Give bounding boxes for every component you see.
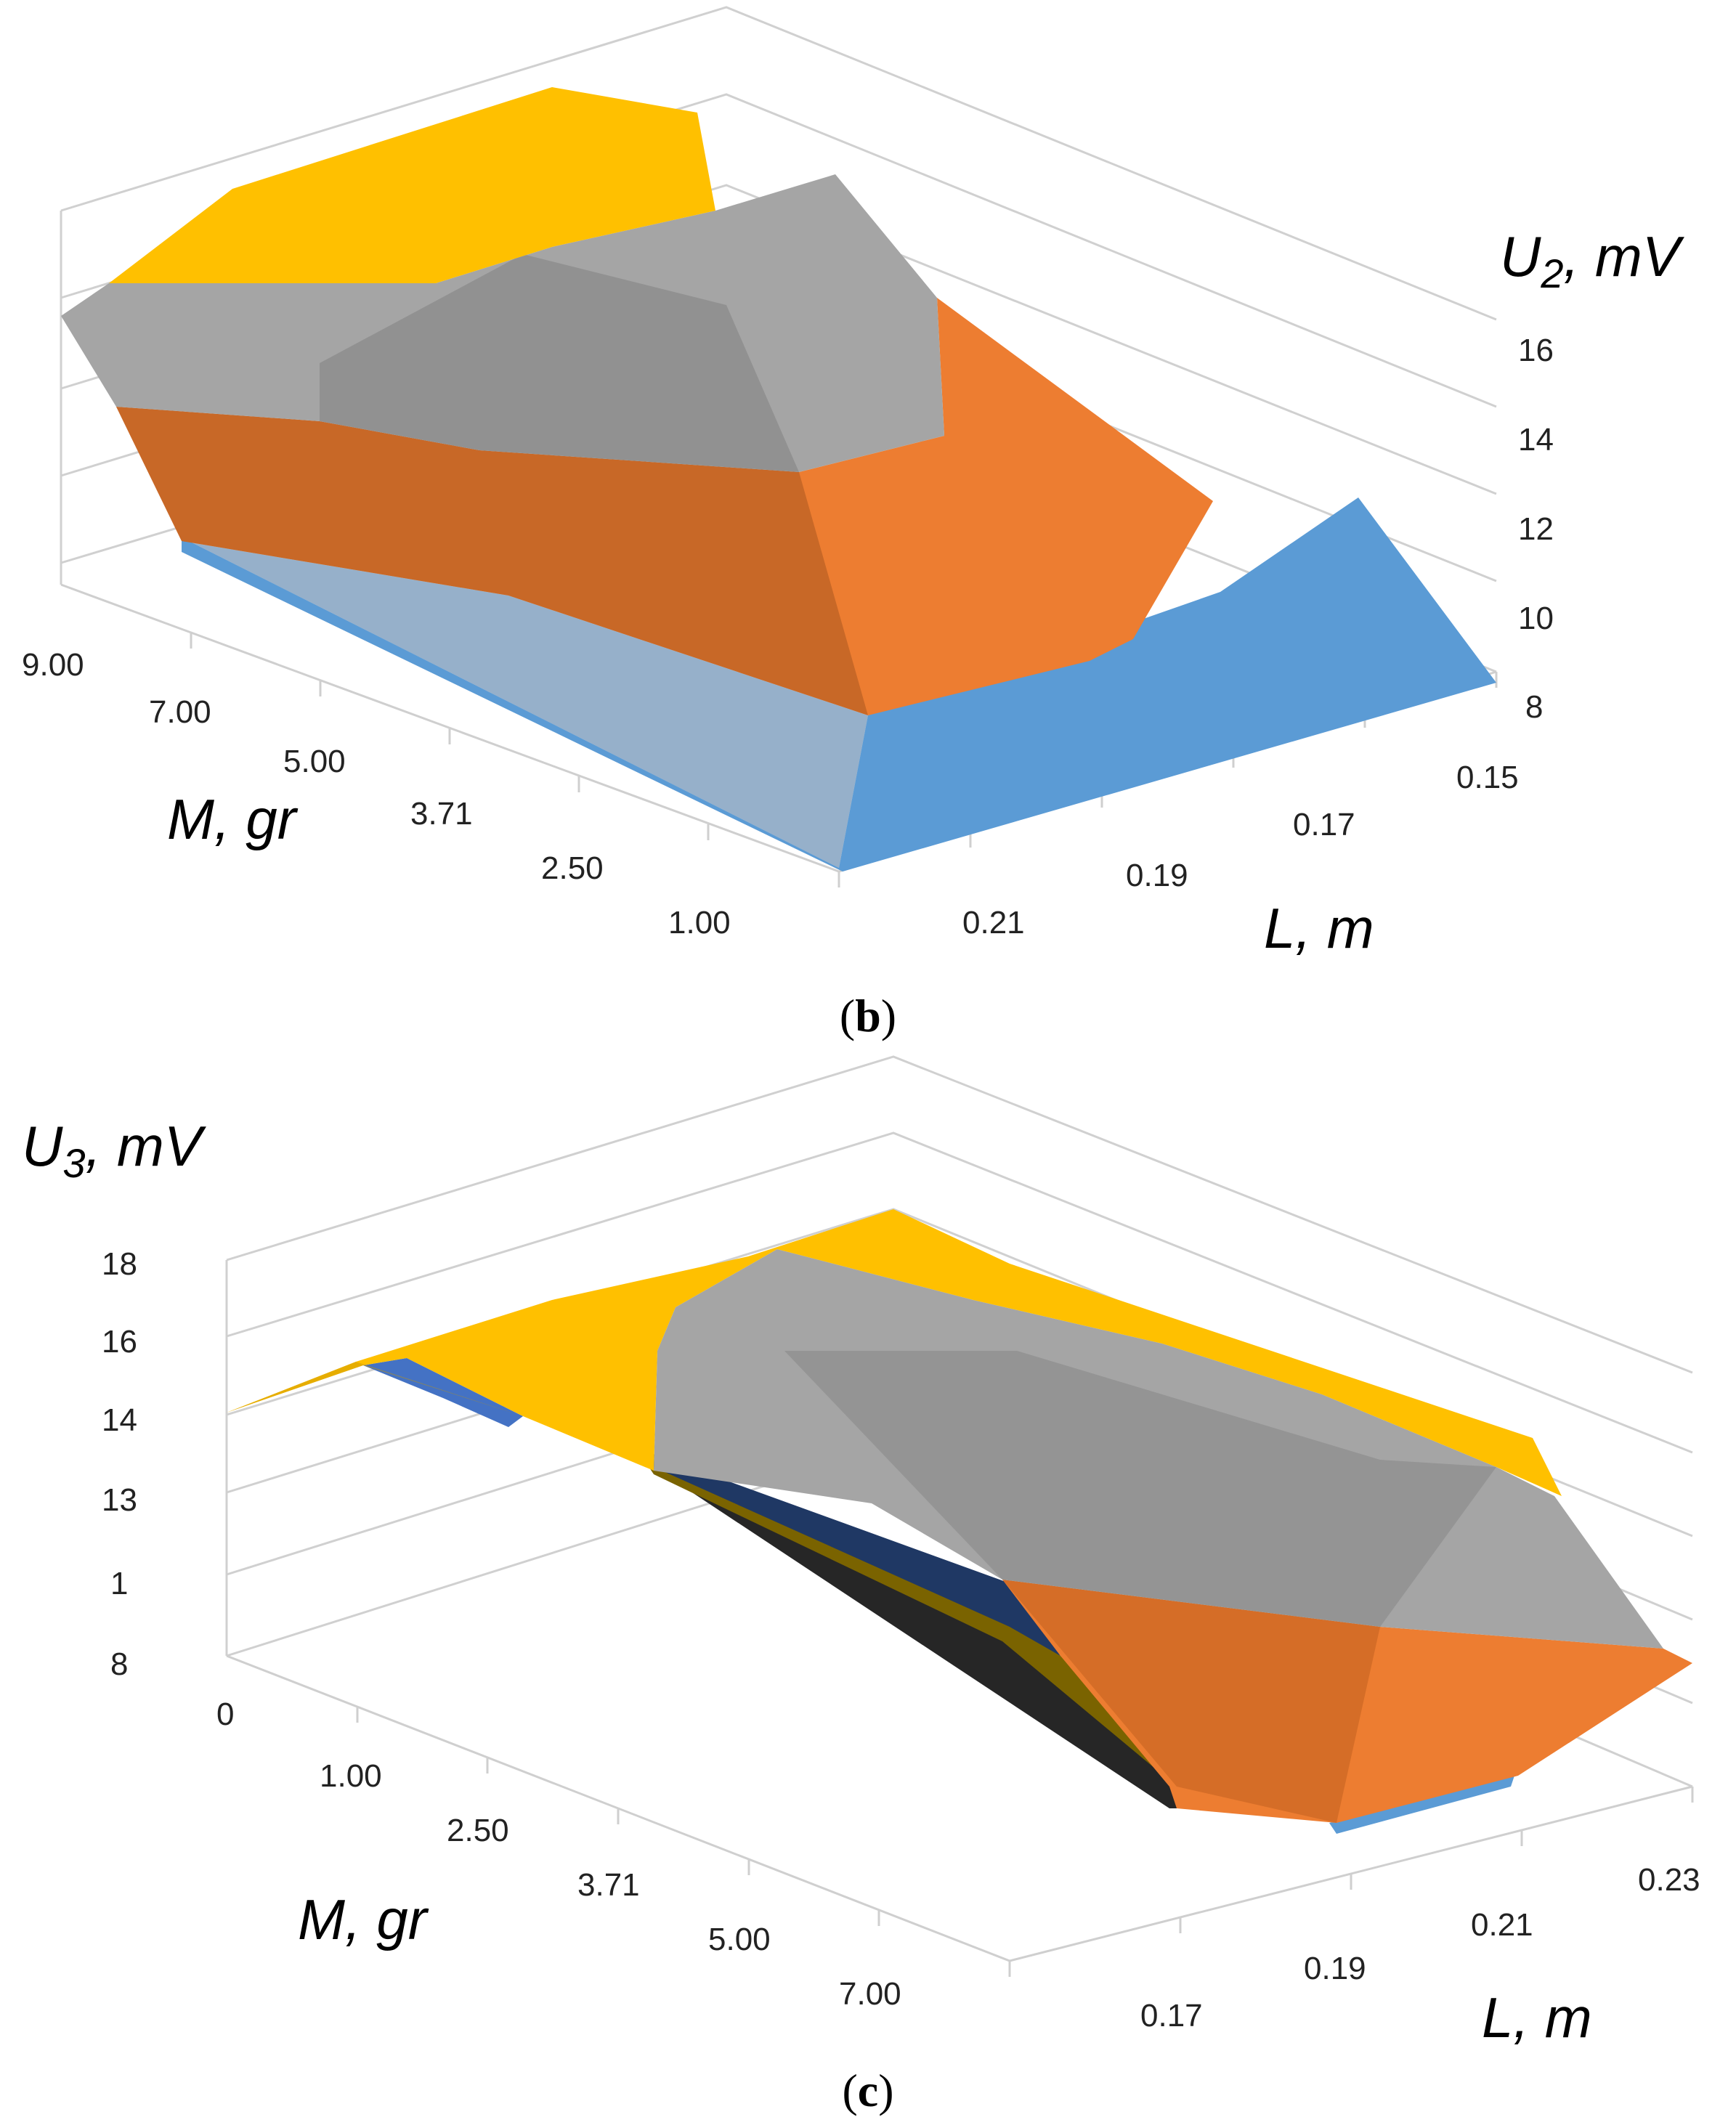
chart-b-z-tick: 12 <box>1518 511 1554 547</box>
chart-c-y-tick: 0.23 <box>1638 1862 1700 1898</box>
chart-b-x-title: M, gr <box>167 787 299 851</box>
chart-c-band-13-14 <box>1002 1580 1692 1823</box>
chart-c-underside-olive <box>639 1452 1177 1787</box>
chart-c-z-ticks: 8 1 13 14 16 18 <box>102 1246 137 1682</box>
chart-c-z-tick: 1 <box>110 1566 128 1601</box>
chart-b-z-tick: 10 <box>1518 601 1554 636</box>
chart-b-band-14-16 <box>109 87 715 283</box>
chart-c-z-tick: 13 <box>102 1482 137 1518</box>
chart-b-x-tick: 2.50 <box>541 850 604 886</box>
chart-b-band-8-10-shade <box>182 537 868 868</box>
chart-c-y-title: L, m <box>1482 1986 1592 2049</box>
chart-b-x-tick-marks <box>190 633 840 887</box>
chart-b-y-ticks: 0.21 0.19 0.17 0.15 <box>962 760 1519 940</box>
chart-c-x-tick: 1.00 <box>320 1758 382 1794</box>
chart-c-band-16-18 <box>227 1209 1562 1496</box>
chart-b-caption: (b) <box>840 990 896 1041</box>
chart-c-band-13-14-shade <box>1002 1580 1380 1823</box>
chart-c-band-14-16 <box>654 1249 1663 1649</box>
chart-c-band-8-13 <box>363 1358 523 1427</box>
chart-c-z-title: U3, mV <box>22 1114 207 1186</box>
chart-c-underside-navy <box>639 1449 1060 1656</box>
chart-c-band-14-16-shade <box>784 1351 1496 1627</box>
chart-b-z-ticks: 8 10 12 14 16 <box>1518 333 1554 725</box>
chart-b-y-title: L, m <box>1264 896 1374 960</box>
chart-c-surface <box>227 1209 1692 1834</box>
chart-c-y-tick-marks <box>1179 1787 1694 1933</box>
chart-c-z-tick: 14 <box>102 1402 137 1438</box>
chart-b-x-tick: 7.00 <box>149 694 211 730</box>
chart-c-underside-dark <box>508 1387 1184 1808</box>
chart-b-band-10-12 <box>116 298 1213 715</box>
chart-c-z-tick: 16 <box>102 1324 137 1360</box>
chart-c-y-tick: 0.17 <box>1140 1998 1203 2033</box>
chart-b-x-tick: 3.71 <box>410 796 473 832</box>
chart-b-z-tick: 14 <box>1518 422 1554 458</box>
chart-c: 8 1 13 14 16 18 0 1.00 2.50 3.71 5.00 7.… <box>22 1055 1700 2116</box>
chart-c-y-ticks: 0.17 0.19 0.21 0.23 <box>1140 1862 1700 2033</box>
chart-b-band-12-14 <box>61 174 944 472</box>
chart-b-z-tick: 16 <box>1518 333 1554 368</box>
chart-b-x-ticks: 9.00 7.00 5.00 3.71 2.50 1.00 <box>22 647 731 940</box>
chart-b-band-10-12-shade <box>116 407 868 715</box>
chart-c-caption: (c) <box>842 2065 893 2116</box>
chart-c-z-tick: 18 <box>102 1246 137 1282</box>
chart-c-x-tick: 5.00 <box>708 1922 771 1957</box>
chart-b: 8 10 12 14 16 9.00 7.00 5.00 3.71 2.50 1… <box>22 6 1685 1041</box>
chart-c-y-tick: 0.21 <box>1471 1907 1533 1943</box>
chart-b-band-8-10 <box>182 497 1496 871</box>
chart-c-z-tick: 8 <box>110 1646 128 1682</box>
chart-c-x-tick: 2.50 <box>447 1813 509 1848</box>
chart-c-x-tick-marks <box>356 1707 1011 1977</box>
chart-b-x-tick: 5.00 <box>283 744 346 779</box>
chart-b-x-tick: 1.00 <box>668 905 731 940</box>
chart-b-y-tick: 0.21 <box>962 905 1025 940</box>
chart-c-x-tick: 7.00 <box>839 1976 901 2012</box>
chart-c-band-8-13-edge <box>1329 1776 1514 1834</box>
chart-b-surface <box>61 87 1496 871</box>
chart-b-y-tick: 0.17 <box>1293 807 1355 842</box>
chart-c-x-title: M, gr <box>298 1888 429 1951</box>
chart-c-x-tick: 3.71 <box>577 1867 640 1903</box>
chart-c-x-tick: 0 <box>216 1697 234 1732</box>
chart-b-z-tick: 8 <box>1525 689 1543 725</box>
chart-c-x-ticks: 0 1.00 2.50 3.71 5.00 7.00 <box>216 1697 901 2012</box>
chart-b-x-tick: 9.00 <box>22 647 84 683</box>
chart-b-z-title: U2, mV <box>1500 224 1685 296</box>
chart-b-y-tick: 0.19 <box>1126 858 1188 893</box>
chart-b-band-12-14-shade <box>320 254 799 472</box>
chart-b-y-tick: 0.15 <box>1456 760 1519 795</box>
chart-c-y-tick: 0.19 <box>1304 1951 1366 1986</box>
